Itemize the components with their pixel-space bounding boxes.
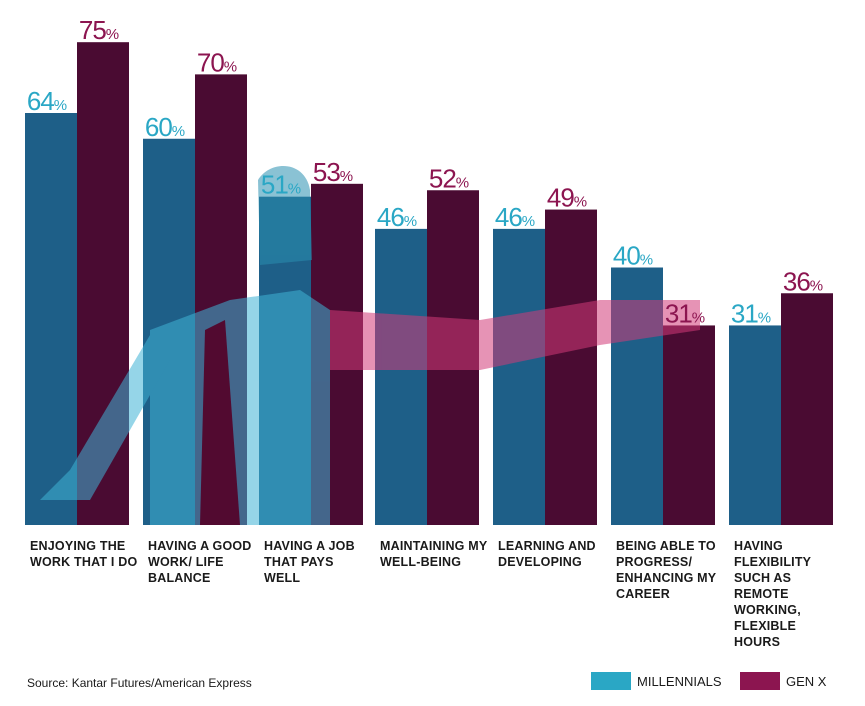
value-label-millennials-1: 60% [145,112,185,142]
legend-item-genx: GEN X [740,672,826,690]
value-label-genx-5: 31% [665,298,705,328]
category-label-4: LEARNING AND DEVELOPING [498,539,596,569]
category-label-5: BEING ABLE TO PROGRESS/ ENHANCING MY CAR… [616,539,717,601]
value-label-millennials-6: 31% [731,298,771,328]
category-label-6: HAVING FLEXIBILITY SUCH AS REMOTE WORKIN… [734,539,811,649]
photo-shape-3 [200,320,240,525]
value-label-genx-3: 52% [429,163,469,193]
bar-millennials-6 [729,325,781,525]
category-label-3: MAINTAINING MY WELL-BEING [380,539,488,569]
value-label-millennials-0: 64% [27,86,67,116]
value-label-genx-4: 49% [547,183,587,213]
value-label-genx-0: 75% [79,15,119,45]
bar-genx-5 [663,325,715,525]
value-label-millennials-4: 46% [495,202,535,232]
background-photo [40,166,700,525]
category-label-0: ENJOYING THE WORK THAT I DO [30,539,138,569]
bar-genx-6 [781,293,833,525]
value-label-millennials-2: 51% [261,170,301,200]
source-note: Source: Kantar Futures/American Express [27,676,252,690]
legend-label-millennials: MILLENNIALS [637,673,722,689]
legend-item-millennials: MILLENNIALS [591,672,722,690]
bar-genx-4 [545,209,597,525]
category-label-1: HAVING A GOOD WORK/ LIFE BALANCE [148,539,252,585]
photo-shape-1 [40,335,170,500]
legend-swatch-millennials [591,672,631,690]
legend-swatch-genx [740,672,780,690]
legend-label-genx: GEN X [786,673,827,689]
category-label-2: HAVING A JOB THAT PAYS WELL [264,539,355,585]
value-label-genx-6: 36% [783,266,823,296]
photo-shape-4 [258,166,312,265]
photo-shape-2 [330,300,700,370]
bar-millennials-4 [493,228,545,525]
bar-millennials-0 [25,113,77,525]
bar-millennials-3 [375,228,427,525]
value-label-millennials-3: 46% [377,202,417,232]
value-label-genx-1: 70% [197,47,237,77]
photo-shape-0 [150,290,330,525]
value-label-genx-2: 53% [313,157,353,187]
value-label-millennials-5: 40% [613,241,653,271]
